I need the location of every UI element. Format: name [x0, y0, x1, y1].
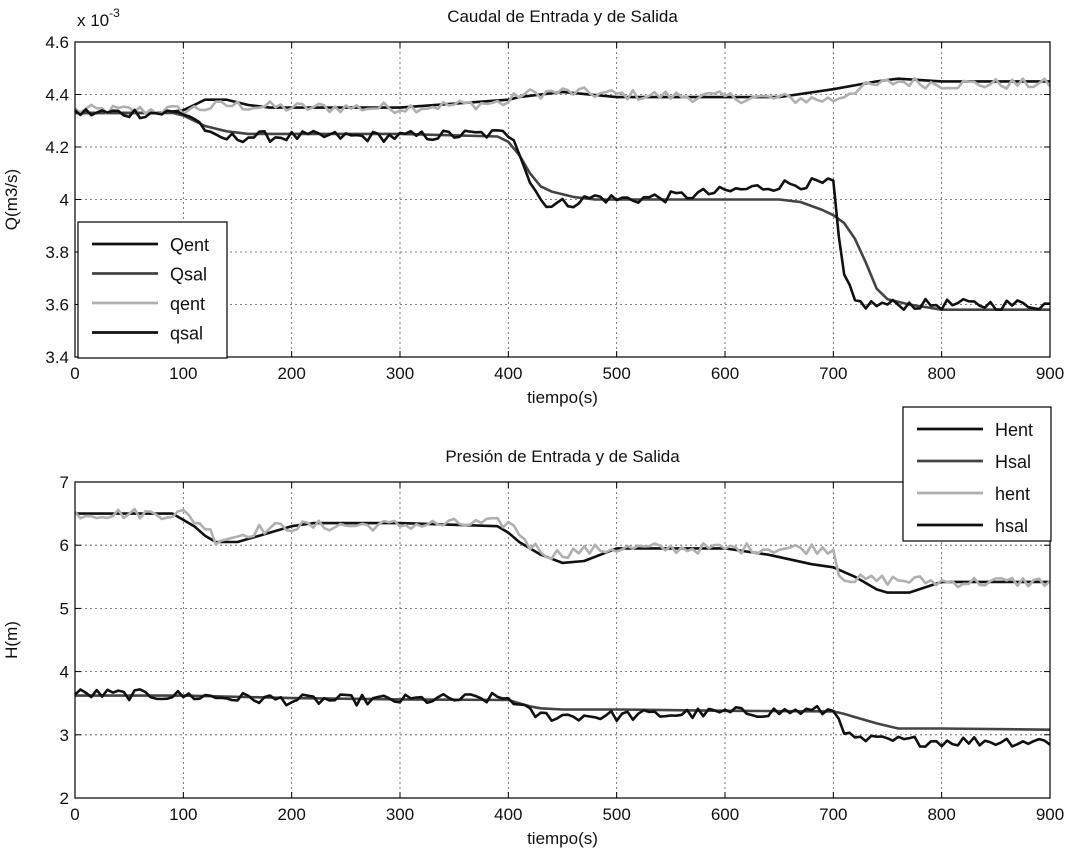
flow-x-tick-label: 100: [169, 364, 197, 383]
flow-x-tick-label: 0: [70, 364, 79, 383]
flow-series-line-qent: [75, 77, 1050, 115]
pressure-x-tick-label: 800: [927, 805, 955, 824]
pressure-y-tick-label: 2: [60, 789, 69, 808]
pressure-x-tick-label: 400: [494, 805, 522, 824]
pressure-chart-title: Presión de Entrada y de Salida: [445, 447, 680, 466]
pressure-y-tick-label: 4: [60, 663, 69, 682]
pressure-legend: Hent Hsal hent hsal: [902, 406, 1052, 542]
pressure-x-tick-label: 200: [277, 805, 305, 824]
flow-series-line-qsal: [74, 108, 1051, 312]
flow-legend-label: qsal: [170, 324, 203, 344]
flow-series-line-qent: [74, 76, 1052, 116]
flow-x-tick-label: 500: [602, 364, 630, 383]
flow-legend-label: Qsal: [170, 265, 207, 285]
flow-x-tick-label: 900: [1036, 364, 1064, 383]
flow-x-tick-label: 700: [819, 364, 847, 383]
pressure-y-tick-label: 3: [60, 726, 69, 745]
flow-legend: Qent Qsal qent qsal: [77, 221, 228, 359]
flow-x-tick-label: 400: [494, 364, 522, 383]
pressure-x-tick-label: 0: [70, 805, 79, 824]
flow-chart: 0 100 200 300 400 500 600 700 800 900 3.4 3.6 3.8 4 4.…: [2, 6, 1064, 407]
pressure-x-tick-label: 900: [1036, 805, 1064, 824]
pressure-y-tick-label: 5: [60, 599, 69, 618]
flow-y-tick-label: 4.2: [45, 138, 69, 157]
flow-ticks: 0 100 200 300 400 500 600 700 800 900 3.4 3.6 3.8 4 4.…: [45, 33, 1064, 383]
flow-y-axis-label: Q(m3/s): [2, 169, 21, 230]
flow-series: [74, 76, 1052, 312]
flow-series-line-qsal: [75, 111, 1050, 312]
flow-y-exponent-base: x 10: [77, 11, 109, 30]
pressure-series: [74, 507, 1051, 748]
flow-y-tick-label: 4.6: [45, 33, 69, 52]
pressure-legend-label: Hsal: [995, 452, 1031, 472]
flow-y-exponent-power: -3: [109, 6, 120, 20]
pressure-x-tick-label: 100: [169, 805, 197, 824]
pressure-legend-label: hent: [995, 484, 1030, 504]
flow-y-exponent: x 10-3: [77, 6, 120, 30]
pressure-x-tick-label: 600: [711, 805, 739, 824]
flow-legend-label: Qent: [170, 235, 209, 255]
flow-x-tick-label: 600: [711, 364, 739, 383]
flow-y-tick-label: 4.4: [45, 86, 69, 105]
pressure-x-tick-label: 700: [819, 805, 847, 824]
pressure-y-axis-label: H(m): [2, 621, 21, 659]
flow-chart-title: Caudal de Entrada y de Salida: [447, 7, 678, 26]
flow-y-tick-label: 3.6: [45, 296, 69, 315]
flow-y-tick-label: 3.8: [45, 243, 69, 262]
pressure-axes-frame: [74, 481, 1051, 799]
flow-x-tick-label: 300: [386, 364, 414, 383]
flow-x-tick-label: 800: [927, 364, 955, 383]
flow-x-tick-label: 200: [277, 364, 305, 383]
pressure-y-tick-label: 6: [60, 536, 69, 555]
pressure-x-tick-label: 500: [602, 805, 630, 824]
flow-x-axis-label: tiempo(s): [527, 388, 598, 407]
pressure-y-tick-label: 7: [60, 473, 69, 492]
pressure-x-tick-label: 300: [386, 805, 414, 824]
pressure-series-line-hent: [74, 507, 1051, 589]
pressure-x-axis-label: tiempo(s): [527, 829, 598, 848]
pressure-legend-label: Hent: [995, 420, 1033, 440]
pressure-series-line-hsal: [74, 688, 1051, 748]
pressure-ticks: 0 100 200 300 400 500 600 700 800 900 2 3 4 5 6 7: [60, 473, 1065, 824]
flow-y-tick-label: 3.4: [45, 348, 69, 367]
pressure-series-line-hsal: [75, 694, 1051, 731]
flow-legend-label: qent: [170, 294, 205, 314]
pressure-legend-label: hsal: [995, 516, 1028, 536]
flow-y-tick-label: 4: [60, 191, 69, 210]
pressure-chart: 0 100 200 300 400 500 600 700 800 900 2 3 4 5 6 7 Presi…: [2, 406, 1065, 848]
